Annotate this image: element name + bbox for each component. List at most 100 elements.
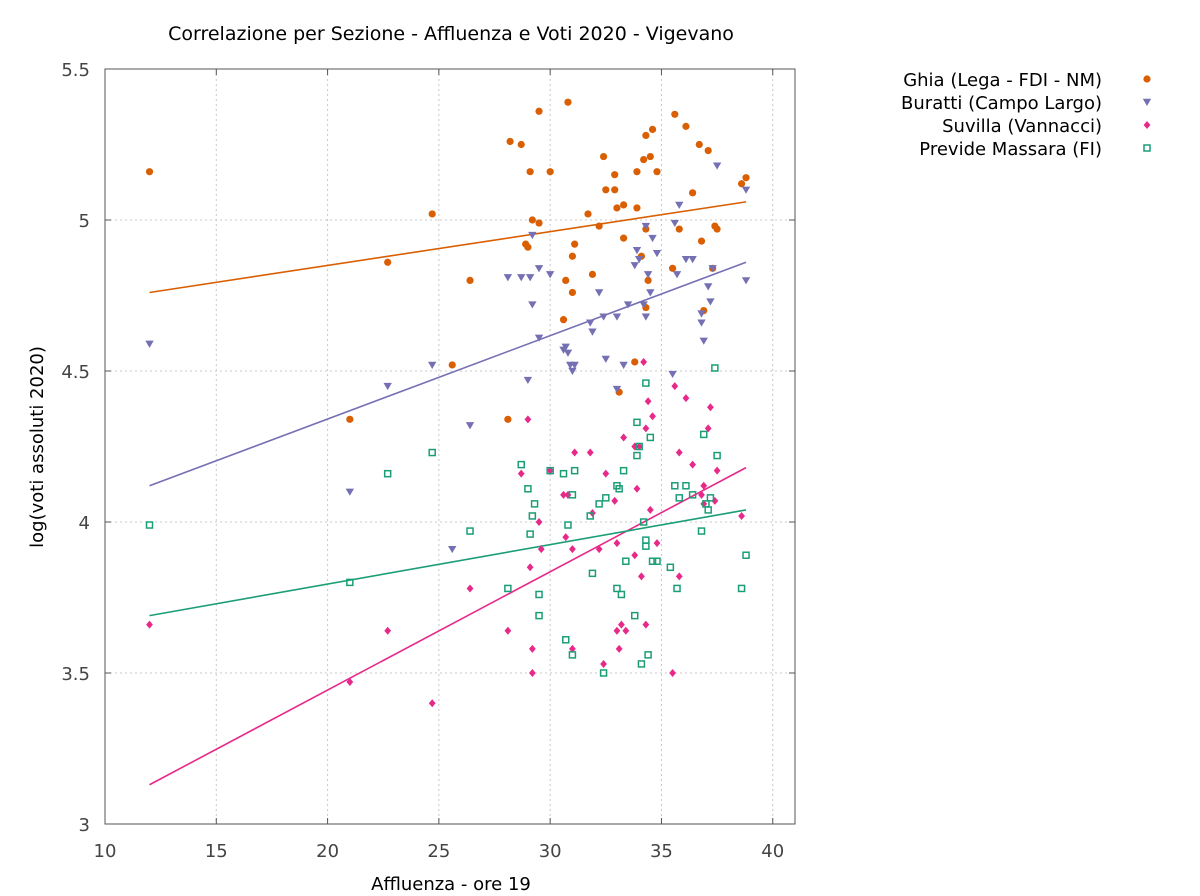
y-tick-label: 3 — [79, 815, 90, 836]
series-previde-massara-fi — [145, 364, 750, 677]
data-point — [672, 271, 682, 279]
legend-label-suvilla-vannacci: Suvilla (Vannacci) — [942, 116, 1102, 137]
data-point — [620, 201, 628, 209]
data-point — [682, 482, 690, 490]
data-point — [644, 651, 652, 659]
data-point — [712, 162, 722, 170]
data-point — [673, 584, 681, 593]
data-point — [653, 539, 661, 548]
data-point — [528, 512, 537, 520]
data-point — [145, 521, 154, 529]
x-tick-label: 25 — [427, 841, 450, 862]
data-point — [666, 563, 675, 572]
data-point — [704, 506, 712, 514]
data-point — [559, 316, 568, 324]
data-point — [588, 270, 597, 278]
data-point — [537, 545, 545, 554]
data-point — [568, 367, 577, 375]
data-point — [703, 283, 713, 291]
data-point — [711, 364, 719, 372]
data-point — [528, 301, 537, 309]
data-point — [737, 584, 746, 593]
data-point — [346, 578, 354, 587]
legend: Ghia (Lega - FDI - NM)Buratti (Campo Lar… — [901, 70, 1152, 160]
data-point — [613, 539, 621, 548]
data-point — [700, 481, 708, 490]
data-point — [595, 222, 603, 230]
data-point — [545, 271, 555, 279]
data-point — [675, 572, 683, 581]
y-tick-label: 5 — [79, 211, 90, 232]
x-tick-label: 15 — [205, 841, 228, 862]
data-point — [602, 469, 610, 478]
series-ghia-lega-fdi-nm — [145, 98, 750, 423]
data-point — [145, 168, 154, 176]
data-point — [649, 412, 656, 421]
data-point — [600, 659, 607, 668]
legend-label-ghia-lega-fdi-nm: Ghia (Lega - FDI - NM) — [903, 70, 1102, 91]
data-point — [503, 274, 513, 282]
data-point — [546, 466, 554, 475]
data-point — [611, 496, 619, 505]
data-point — [738, 511, 745, 520]
data-point — [561, 636, 570, 644]
data-point — [613, 204, 621, 212]
x-tick-label: 10 — [94, 841, 117, 862]
data-point — [697, 237, 706, 245]
data-point — [737, 180, 746, 188]
data-point — [594, 289, 604, 297]
data-point — [704, 146, 712, 155]
data-point — [528, 231, 537, 240]
data-point — [681, 256, 691, 264]
x-tick-label: 40 — [761, 841, 784, 862]
y-tick-label: 4 — [79, 513, 90, 534]
data-point — [612, 313, 622, 321]
data-point — [641, 222, 651, 231]
data-point — [346, 415, 354, 423]
data-point — [620, 234, 628, 242]
data-point — [642, 379, 650, 387]
data-point — [617, 620, 625, 629]
data-point — [563, 349, 573, 357]
data-point — [688, 491, 697, 499]
data-point — [619, 361, 628, 369]
data-point — [588, 569, 597, 578]
data-point — [689, 460, 697, 469]
data-point — [675, 494, 684, 502]
data-point — [535, 219, 543, 227]
data-point — [652, 250, 662, 258]
legend-marker-buratti-campo-largo — [1142, 98, 1152, 106]
data-point — [633, 418, 641, 427]
data-point — [682, 394, 690, 403]
x-tick-label: 30 — [539, 841, 562, 862]
data-point — [602, 494, 610, 502]
data-point — [641, 313, 651, 321]
data-point — [671, 482, 679, 490]
data-point — [535, 107, 543, 115]
data-point — [633, 451, 641, 460]
data-point — [646, 152, 654, 161]
data-point — [644, 397, 652, 406]
data-point — [561, 343, 570, 351]
data-point — [617, 590, 626, 599]
data-point — [523, 376, 533, 385]
data-point — [646, 505, 654, 514]
data-point — [631, 551, 639, 560]
data-point — [633, 168, 641, 176]
data-point — [569, 545, 576, 554]
data-point — [668, 264, 677, 272]
data-point — [571, 448, 579, 457]
data-point — [535, 611, 543, 620]
data-point — [564, 521, 572, 529]
data-point — [517, 460, 525, 469]
data-point — [528, 669, 536, 677]
data-point — [428, 210, 436, 218]
data-point — [466, 584, 474, 593]
data-point — [383, 382, 392, 391]
data-point — [559, 469, 568, 478]
data-point — [713, 225, 721, 233]
trend-line-buratti-campo-largo — [149, 261, 747, 487]
data-point — [704, 424, 712, 433]
data-point — [620, 433, 628, 442]
